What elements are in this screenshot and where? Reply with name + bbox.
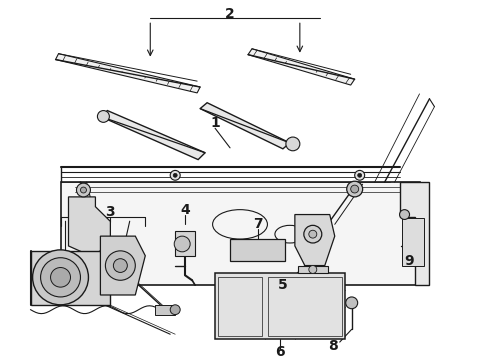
Polygon shape xyxy=(230,239,285,261)
Circle shape xyxy=(80,187,86,193)
Polygon shape xyxy=(30,251,110,305)
Polygon shape xyxy=(200,103,290,149)
Circle shape xyxy=(33,250,89,305)
Polygon shape xyxy=(100,236,145,295)
Polygon shape xyxy=(399,182,429,285)
Polygon shape xyxy=(295,215,335,266)
Circle shape xyxy=(347,181,363,197)
Text: 2: 2 xyxy=(225,8,235,22)
Circle shape xyxy=(41,258,80,297)
Circle shape xyxy=(170,305,180,315)
Polygon shape xyxy=(401,219,424,266)
Circle shape xyxy=(113,259,127,273)
Circle shape xyxy=(355,170,365,180)
Circle shape xyxy=(105,251,135,280)
Text: 8: 8 xyxy=(328,339,338,353)
Polygon shape xyxy=(55,54,200,93)
Text: 5: 5 xyxy=(54,276,63,290)
Circle shape xyxy=(286,137,300,151)
Text: 9: 9 xyxy=(405,254,415,267)
Text: 3: 3 xyxy=(105,204,115,219)
Circle shape xyxy=(358,174,362,177)
Polygon shape xyxy=(215,273,345,339)
Circle shape xyxy=(174,236,190,252)
Polygon shape xyxy=(61,182,419,285)
Text: 6: 6 xyxy=(275,345,285,359)
Text: 5: 5 xyxy=(278,278,288,292)
Polygon shape xyxy=(298,266,328,273)
Polygon shape xyxy=(155,305,175,315)
Text: 4: 4 xyxy=(180,203,190,217)
Circle shape xyxy=(399,210,410,220)
Text: 1: 1 xyxy=(210,116,220,130)
Circle shape xyxy=(346,297,358,309)
Circle shape xyxy=(304,225,322,243)
Circle shape xyxy=(173,174,177,177)
Circle shape xyxy=(50,267,71,287)
Polygon shape xyxy=(175,231,195,256)
Polygon shape xyxy=(100,111,205,159)
Circle shape xyxy=(309,230,317,238)
Circle shape xyxy=(309,266,317,273)
Circle shape xyxy=(170,170,180,180)
Circle shape xyxy=(76,183,91,197)
Circle shape xyxy=(351,185,359,193)
Text: 7: 7 xyxy=(253,217,263,231)
Polygon shape xyxy=(69,197,110,256)
Circle shape xyxy=(98,111,109,122)
Polygon shape xyxy=(248,49,355,85)
